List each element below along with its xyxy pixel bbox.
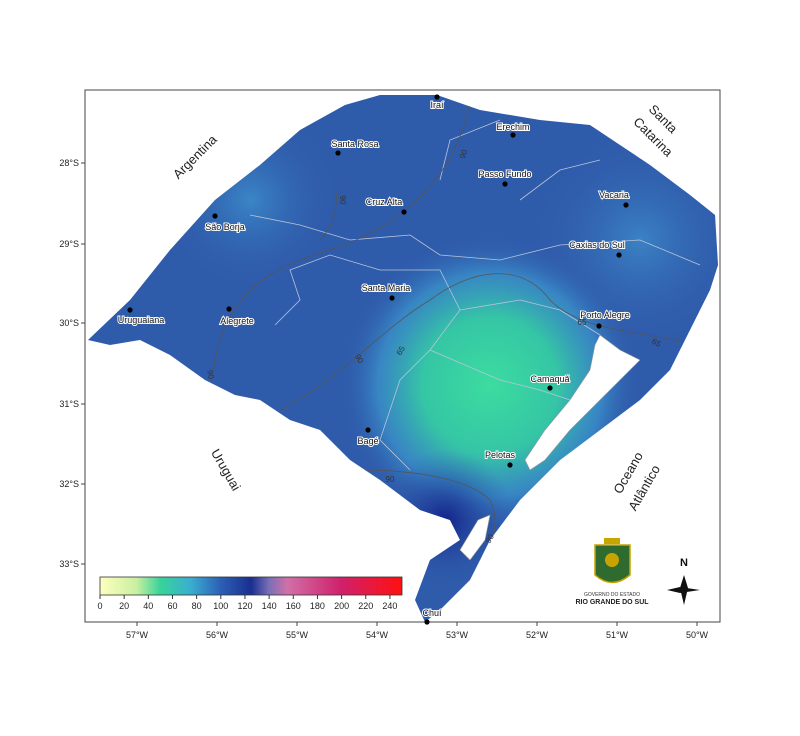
city-dot <box>616 252 622 258</box>
lon-tick-label: 53°W <box>446 630 469 640</box>
city-label: Cruz Alta <box>366 197 403 207</box>
city-label: Alegrete <box>220 316 254 326</box>
colorbar-tick-label: 180 <box>310 601 325 611</box>
coat-of-arms <box>594 538 631 584</box>
city-label: Porto Alegre <box>580 310 630 320</box>
contour-label: 65 <box>578 318 587 327</box>
city-dot <box>507 462 513 468</box>
contour-label: 90 <box>386 475 395 484</box>
lagoa-dos-patos <box>524 334 641 471</box>
colorbar-tick-label: 0 <box>97 601 102 611</box>
city-dot <box>127 307 133 313</box>
lon-tick-label: 51°W <box>606 630 629 640</box>
city-label: Chuí <box>422 608 442 618</box>
city-dot <box>510 132 516 138</box>
lon-tick-label: 50°W <box>686 630 709 640</box>
lat-tick-label: 30°S <box>59 318 79 328</box>
north-arrow <box>667 575 700 605</box>
contour-label: 90 <box>205 369 216 380</box>
city-label: Iraí <box>430 100 444 110</box>
colorbar-tick-label: 40 <box>143 601 153 611</box>
city-label: Erechim <box>496 122 529 132</box>
lon-tick-label: 55°W <box>286 630 309 640</box>
lagoa-mirim <box>459 514 491 561</box>
city-dot <box>365 427 371 433</box>
city-dot <box>596 323 602 329</box>
lon-tick-label: 57°W <box>126 630 149 640</box>
colorbar-tick-label: 200 <box>334 601 349 611</box>
logo-line: RIO GRANDE DO SUL <box>575 599 649 606</box>
lat-tick-label: 33°S <box>59 559 79 569</box>
lon-tick-label: 52°W <box>526 630 549 640</box>
city-label: Santa Rosa <box>331 139 378 149</box>
city-dot <box>401 209 407 215</box>
colorbar-tick-label: 240 <box>382 601 397 611</box>
city-label: Bagé <box>357 436 378 446</box>
city-dot <box>212 213 218 219</box>
city-dot <box>335 150 341 156</box>
lat-tick-label: 32°S <box>59 479 79 489</box>
city-label: Passo Fundo <box>478 169 531 179</box>
city-label: Caxias do Sul <box>569 240 625 250</box>
colorbar <box>99 576 403 596</box>
colorbar-tick-label: 220 <box>358 601 373 611</box>
contour-label: 90 <box>338 196 347 205</box>
lat-tick-label: 31°S <box>59 399 79 409</box>
city-label: São Borja <box>205 222 245 232</box>
region-borders <box>249 119 701 471</box>
city-dot <box>389 295 395 301</box>
city-label: Camaquã <box>530 374 569 384</box>
lat-tick-label: 29°S <box>59 239 79 249</box>
lon-tick-label: 56°W <box>206 630 229 640</box>
city-dot <box>226 306 232 312</box>
colorbar-tick-label: 20 <box>119 601 129 611</box>
colorbar-tick-label: 80 <box>192 601 202 611</box>
contour-label: 90 <box>458 148 470 160</box>
city-label: Santa Maria <box>362 283 411 293</box>
city-label: Uruguaiana <box>118 315 165 325</box>
north-label: N <box>680 557 688 569</box>
colorbar-tick-label: 120 <box>237 601 252 611</box>
city-dot <box>623 202 629 208</box>
colorbar-tick-label: 100 <box>213 601 228 611</box>
lat-tick-label: 28°S <box>59 158 79 168</box>
city-dot <box>424 619 430 625</box>
logo-line: GOVERNO DO ESTADO <box>584 592 640 598</box>
city-label: Vacaria <box>599 190 629 200</box>
colorbar-tick-label: 140 <box>262 601 277 611</box>
colorbar-tick-label: 160 <box>286 601 301 611</box>
city-dot <box>547 385 553 391</box>
lon-tick-label: 54°W <box>366 630 389 640</box>
city-dot <box>502 181 508 187</box>
colorbar-tick-label: 60 <box>167 601 177 611</box>
city-dot <box>434 94 440 100</box>
city-label: Pelotas <box>485 450 516 460</box>
